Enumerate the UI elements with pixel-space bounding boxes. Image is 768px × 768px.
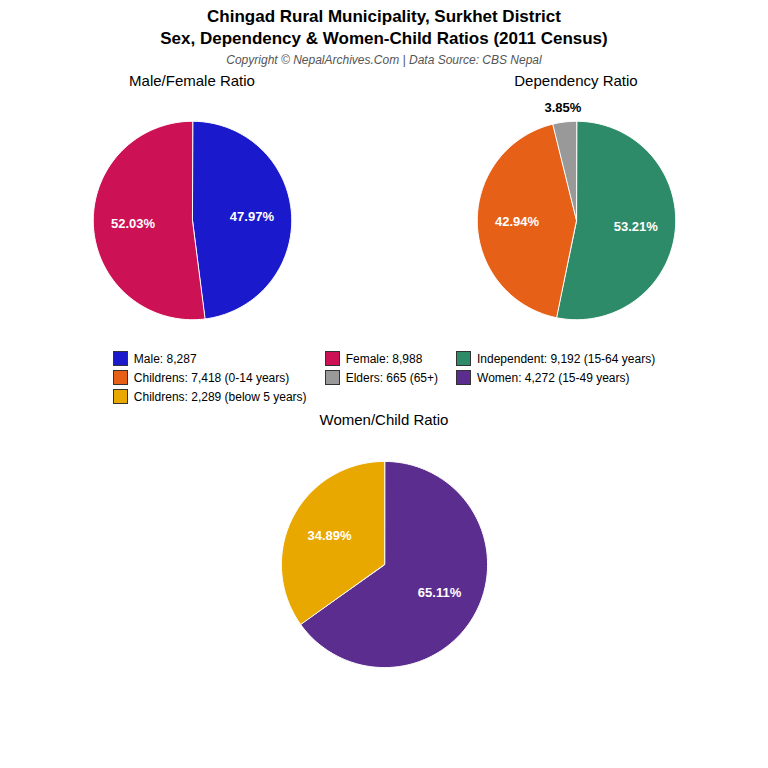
html-text:Female: 8,988: Female: 8,988 [345, 351, 423, 366]
html-text:Independent: 9,192 (15-64 year: Independent: 9,192 (15-64 years) [477, 351, 656, 366]
html-text:Chingad Rural Municipality, Su: Chingad Rural Municipality, Surkhet Dist… [160, 7, 608, 48]
svg-text:34.89%: 34.89% [307, 528, 352, 543]
html-text:Childrens: 2,289 (below 5 year: Childrens: 2,289 (below 5 years) [133, 389, 307, 404]
html-text:Women: 4,272 (15-49 years): Women: 4,272 (15-49 years) [477, 370, 630, 385]
svg-text:3.85%: 3.85% [544, 100, 581, 115]
svg-text:65.11%: 65.11% [418, 585, 462, 600]
html-text:Male: 8,287: Male: 8,287 [133, 351, 197, 366]
svg-text:42.94%: 42.94% [495, 214, 540, 229]
svg-text:53.21%: 53.21% [614, 219, 659, 234]
html-text:Copyright © NepalArchives.Com: Copyright © NepalArchives.Com | Data Sou… [226, 53, 542, 67]
html-text:Elders: 665 (65+): Elders: 665 (65+) [345, 370, 438, 385]
svg-text:47.97%: 47.97% [230, 209, 275, 224]
html-text:Dependency Ratio: Dependency Ratio [514, 72, 638, 89]
svg-text:52.03%: 52.03% [111, 216, 156, 231]
html-text:Childrens: 7,418 (0-14 years): Childrens: 7,418 (0-14 years) [133, 370, 290, 385]
html-text:Male/Female Ratio: Male/Female Ratio [129, 72, 255, 89]
html-text:Women/Child Ratio: Women/Child Ratio [319, 411, 449, 428]
